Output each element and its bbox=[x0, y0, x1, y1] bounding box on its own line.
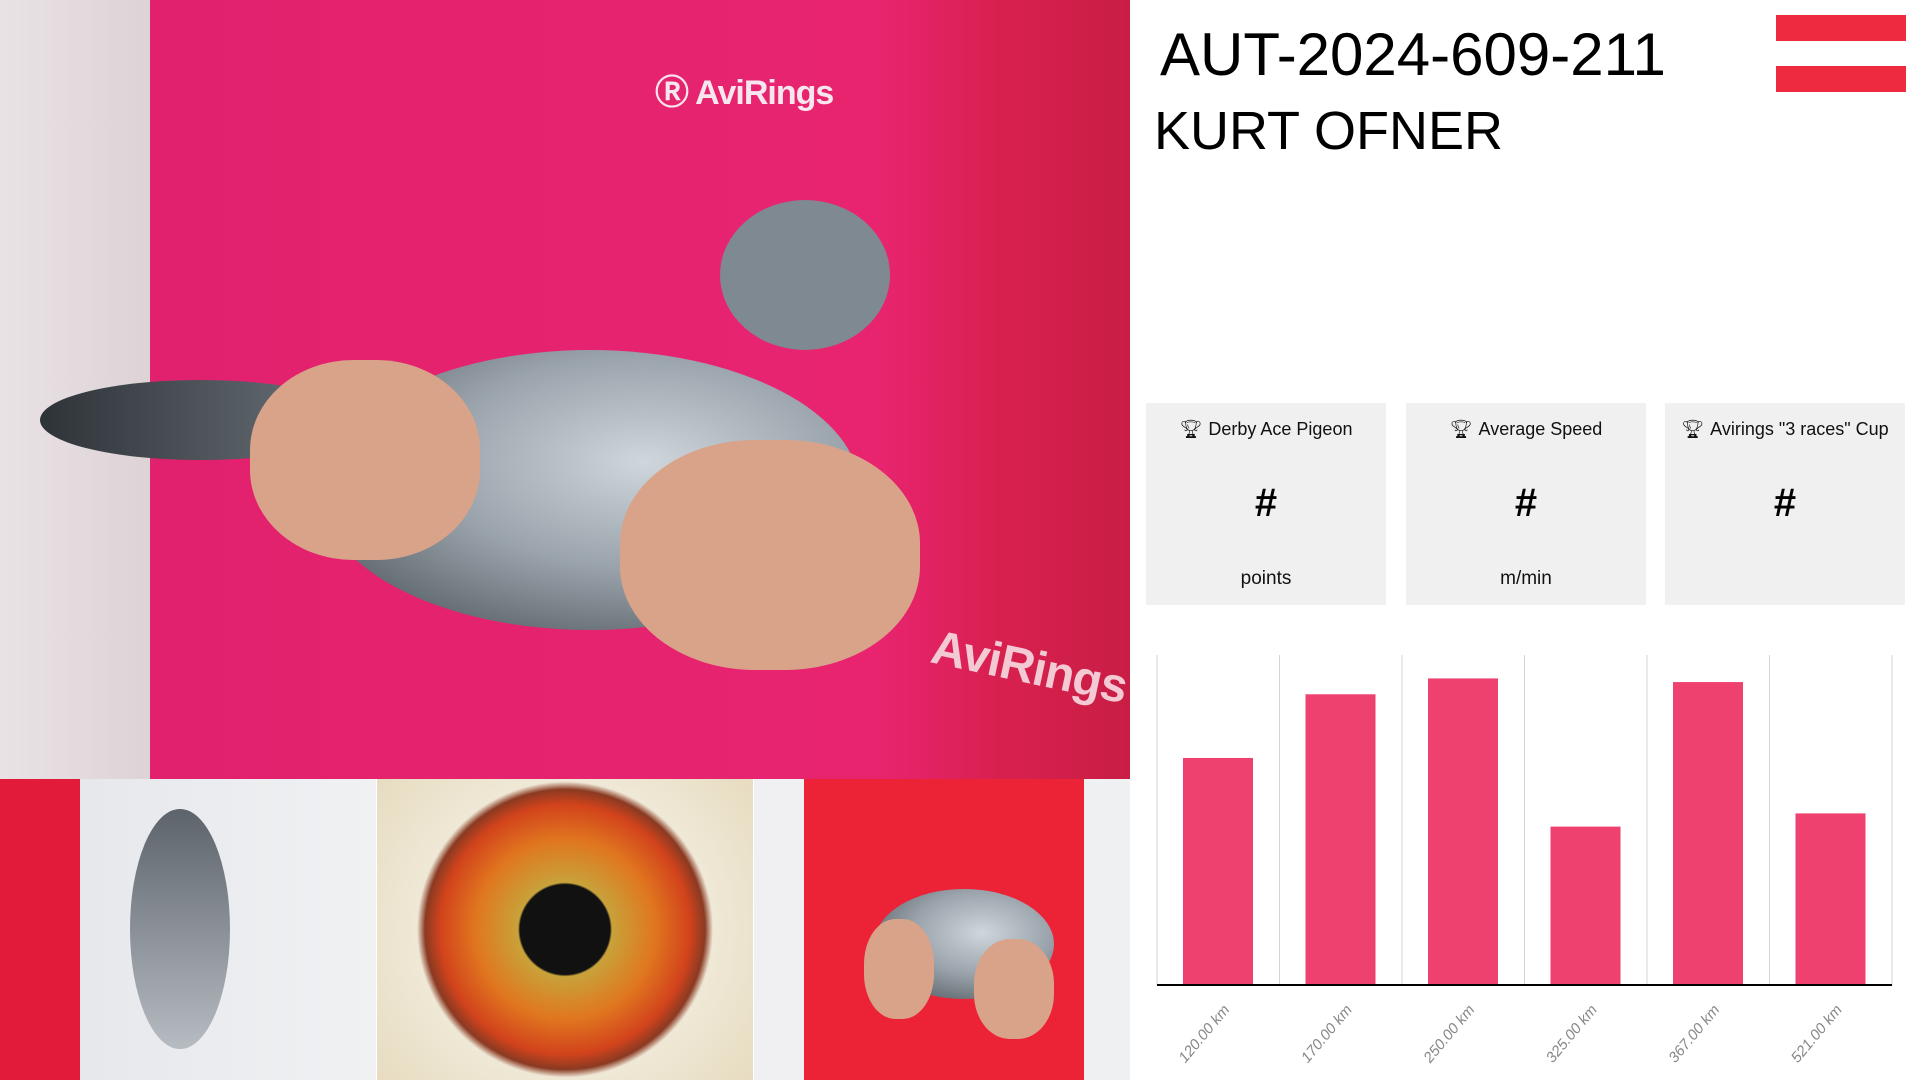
bar bbox=[1550, 826, 1621, 985]
stat-card-derby-ace: 🏆︎ Derby Ace Pigeon # points bbox=[1146, 403, 1386, 605]
thumbnail-eye-photo[interactable] bbox=[377, 779, 753, 1080]
distance-bar-chart: 120.00 km 170.00 km 250.00 km 325.00 km 367.… bbox=[1156, 655, 1893, 1067]
stat-title: Average Speed bbox=[1478, 419, 1603, 439]
ring-number-title: AUT-2024-609-211 bbox=[1160, 21, 1666, 88]
bar bbox=[1305, 694, 1376, 985]
bar bbox=[1428, 678, 1498, 985]
stat-unit: m/min bbox=[1500, 568, 1552, 589]
avirings-banner-logo: AviRings bbox=[926, 620, 1130, 715]
stat-value: # bbox=[1254, 481, 1278, 525]
x-tick-label: 250.00 km bbox=[1420, 1002, 1479, 1067]
stat-title: Derby Ace Pigeon bbox=[1208, 419, 1353, 439]
x-tick-label: 367.00 km bbox=[1665, 1002, 1723, 1067]
trophy-icon: 🏆︎ bbox=[1681, 419, 1705, 439]
pigeon-head bbox=[720, 200, 890, 350]
pigeon-wing bbox=[130, 809, 230, 1049]
thumbnail-wing-photo[interactable] bbox=[0, 779, 376, 1080]
owner-name: KURT OFNER bbox=[1154, 101, 1504, 161]
trophy-icon: 🏆︎ bbox=[1449, 419, 1473, 439]
avirings-shirt-logo: Ⓡ AviRings bbox=[655, 74, 834, 112]
stat-card-average-speed: 🏆︎ Average Speed # m/min bbox=[1406, 403, 1646, 605]
trophy-icon: 🏆︎ bbox=[1179, 419, 1203, 439]
stat-value: # bbox=[1514, 481, 1538, 525]
x-tick-label: 325.00 km bbox=[1543, 1002, 1601, 1067]
hand-right bbox=[620, 440, 920, 670]
bar bbox=[1183, 757, 1253, 985]
hand-left bbox=[250, 360, 480, 560]
x-tick-label: 521.00 km bbox=[1788, 1002, 1846, 1067]
x-tick-label: 120.00 km bbox=[1175, 1002, 1233, 1067]
stat-unit: points bbox=[1240, 568, 1292, 589]
austria-flag-icon bbox=[1776, 15, 1906, 92]
stat-title: Avirings "3 races" Cup bbox=[1710, 419, 1889, 439]
bar bbox=[1795, 813, 1866, 985]
stat-card-3-races-cup: 🏆︎ Avirings "3 races" Cup # bbox=[1665, 403, 1905, 605]
hand-left bbox=[864, 919, 934, 1019]
bar bbox=[1673, 682, 1743, 985]
stat-value: # bbox=[1773, 481, 1797, 525]
x-tick-label: 170.00 km bbox=[1298, 1002, 1356, 1067]
thumbnail-hands-photo[interactable] bbox=[754, 779, 1130, 1080]
hand-right bbox=[974, 939, 1054, 1039]
main-pigeon-photo[interactable]: Ⓡ AviRings AviRings bbox=[0, 0, 1130, 779]
